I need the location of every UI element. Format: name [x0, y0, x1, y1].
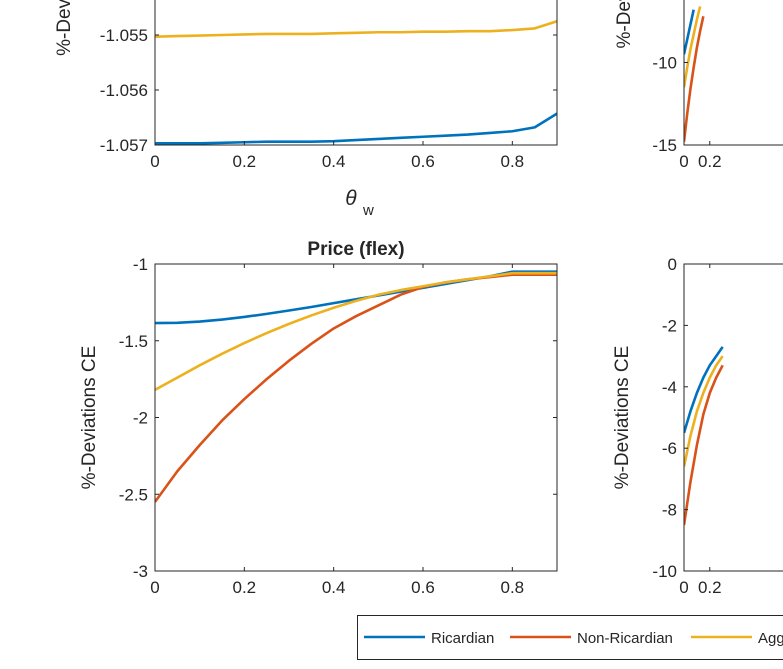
x-tick-label: 0.8: [501, 578, 525, 597]
series-line-ricardian: [684, 10, 694, 55]
y-tick-label: -3: [133, 562, 148, 581]
y-tick-label: -1.056: [100, 81, 148, 100]
series-line-non_ricardian: [155, 275, 557, 502]
panel-title: Price (flex): [307, 239, 404, 260]
legend-label: Ricardian: [431, 630, 494, 647]
legend: Ricardian Non-Ricardian Agg: [358, 616, 783, 660]
y-axis-label: %-Devia: [54, 0, 75, 56]
panel-top-right: 0 0.2 -15 -10 %-Dev: [614, 0, 783, 171]
x-tick-label: 0.2: [233, 152, 257, 171]
figure-canvas: 0 0.2 0.4 0.6 0.8 -1.057 -1.056 -1.055 %-Devia θw…: [0, 0, 783, 669]
x-tick-label: 0: [150, 578, 159, 597]
x-tick-label: 0.6: [411, 578, 435, 597]
x-tick-label: 0.4: [322, 578, 346, 597]
legend-label: Non-Ricardian: [577, 630, 673, 647]
axes-box: [684, 0, 783, 145]
x-tick-label: 0.2: [698, 578, 722, 597]
y-axis-label: %-Dev: [614, 0, 635, 49]
panel-top-left: 0 0.2 0.4 0.6 0.8 -1.057 -1.056 -1.055 %-Devia θw: [54, 0, 557, 219]
y-axis-label: %-Deviations CE: [79, 346, 100, 490]
x-tick-label: 0.2: [698, 152, 722, 171]
y-tick-label: -2: [662, 316, 677, 335]
series-line-aggregate: [155, 21, 557, 36]
axes-box: [155, 264, 557, 571]
y-tick-label: -10: [652, 54, 677, 73]
y-tick-label: -2: [133, 409, 148, 428]
y-tick-label: -1.5: [119, 332, 148, 351]
axes-box: [684, 264, 783, 571]
y-tick-label: -1: [133, 255, 148, 274]
y-tick-label: -6: [662, 439, 677, 458]
panel-bottom-right: 0 0.2 -10 -8 -6 -4 -2 0 %-Deviations CE: [612, 255, 783, 597]
x-tick-label: 0.8: [501, 152, 525, 171]
x-tick-label: 0.6: [411, 152, 435, 171]
x-tick-label: 0: [150, 152, 159, 171]
legend-label: Agg: [758, 630, 783, 647]
y-tick-label: -8: [662, 501, 677, 520]
x-tick-label: 0.2: [233, 578, 257, 597]
x-axis-label: θ: [345, 187, 357, 210]
y-tick-label: -1.057: [100, 136, 148, 155]
y-tick-label: 0: [668, 255, 677, 274]
y-tick-label: -15: [652, 136, 677, 155]
y-tick-label: -2.5: [119, 485, 148, 504]
panel-bottom-left: 0 0.2 0.4 0.6 0.8 -3 -2.5 -2 -1.5 -1 %-Deviations …: [79, 239, 557, 597]
axes-box: [155, 0, 557, 145]
y-tick-label: -4: [662, 378, 677, 397]
y-tick-label: -1.055: [100, 26, 148, 45]
y-axis-label: %-Deviations CE: [612, 346, 633, 490]
series-line-aggregate: [155, 273, 557, 390]
x-tick-label: 0: [679, 578, 688, 597]
y-tick-label: -10: [652, 562, 677, 581]
x-axis-label-subscript: w: [362, 202, 374, 219]
x-tick-label: 0.4: [322, 152, 346, 171]
x-tick-label: 0: [679, 152, 688, 171]
series-line-ricardian: [155, 114, 557, 144]
